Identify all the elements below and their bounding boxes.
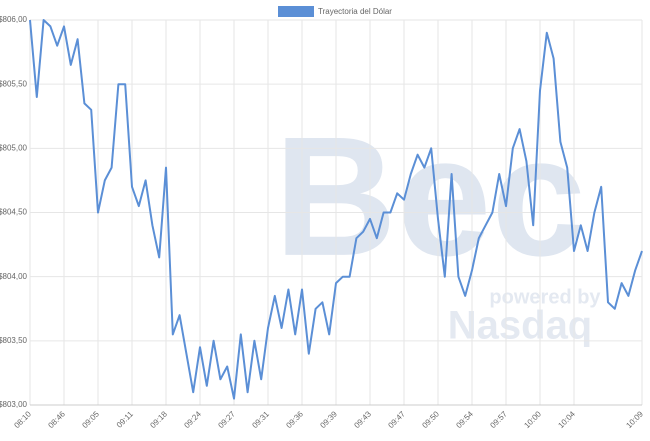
- x-tick-label: 09:57: [488, 409, 509, 430]
- x-tick-label: 09:18: [148, 409, 169, 430]
- x-tick-label: 10:09: [624, 409, 645, 430]
- x-tick-label: 09:47: [386, 409, 407, 430]
- x-tick-label: 09:31: [250, 409, 271, 430]
- y-tick-label: $803,50: [0, 336, 28, 345]
- x-tick-label: 09:54: [454, 409, 475, 430]
- x-tick-label: 09:24: [182, 409, 203, 430]
- y-tick-label: $804,00: [0, 272, 28, 281]
- x-tick-label: 09:27: [216, 409, 237, 430]
- x-tick-label: 08:10: [12, 409, 33, 430]
- y-tick-label: $805,00: [0, 143, 28, 152]
- x-tick-label: 09:43: [352, 409, 373, 430]
- y-tick-label: $806,00: [0, 15, 28, 24]
- legend-label: Trayectoria del Dólar: [318, 7, 392, 16]
- x-tick-label: 09:39: [318, 409, 339, 430]
- line: [29, 19, 643, 400]
- x-tick-label: 08:46: [46, 409, 67, 430]
- x-tick-label: 09:11: [115, 409, 135, 429]
- x-tick-label: 10:00: [522, 409, 543, 430]
- x-tick-label: 09:36: [284, 409, 305, 430]
- y-tick-label: $805,50: [0, 79, 28, 88]
- x-tick-label: 09:05: [80, 409, 101, 430]
- watermark: Bec: [274, 102, 586, 292]
- legend-swatch: [278, 6, 314, 17]
- x-tick-label: 09:50: [420, 409, 441, 430]
- x-tick-label: 10:04: [556, 409, 577, 430]
- y-tick-label: $804,50: [0, 208, 28, 217]
- watermark: powered by: [489, 286, 601, 308]
- y-tick-label: $803,00: [0, 400, 28, 409]
